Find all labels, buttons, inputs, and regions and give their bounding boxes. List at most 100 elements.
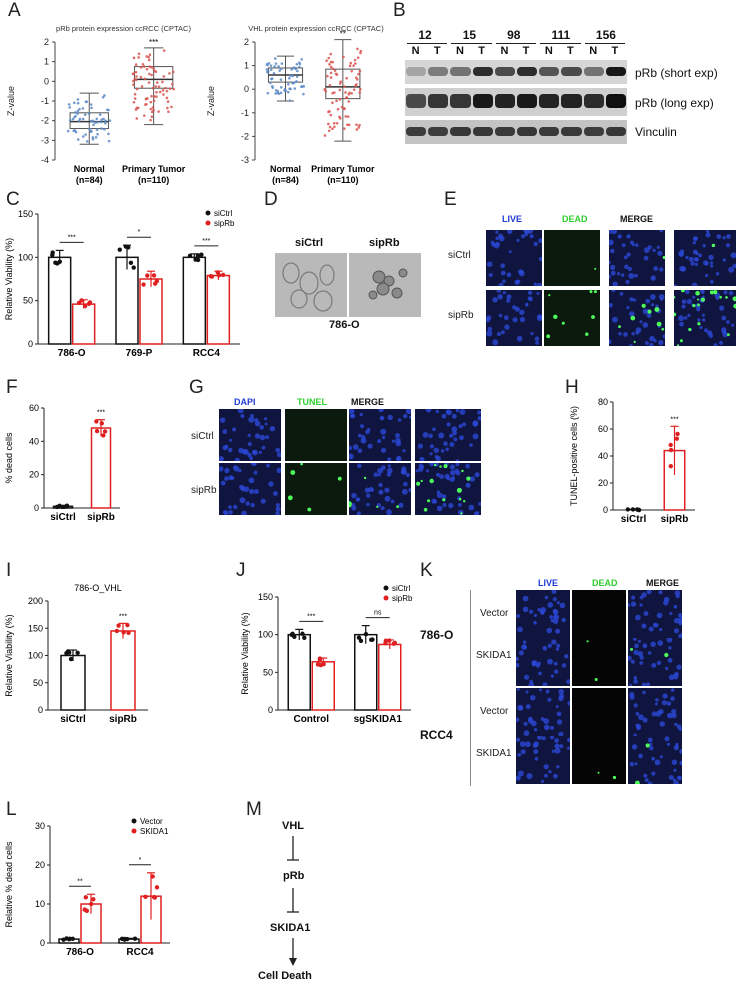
data-point bbox=[329, 113, 333, 117]
y-tick-label: 40 bbox=[598, 451, 608, 461]
lane-label: N bbox=[411, 45, 420, 57]
y-tick-label: -1 bbox=[41, 96, 49, 106]
data-point bbox=[327, 110, 330, 114]
data-point bbox=[154, 278, 160, 284]
data-point bbox=[291, 74, 295, 78]
header-merge-g: MERGE bbox=[351, 397, 385, 407]
blot-band bbox=[605, 67, 626, 76]
data-point bbox=[134, 70, 138, 74]
data-point bbox=[150, 874, 155, 879]
data-point bbox=[95, 128, 99, 132]
data-point bbox=[668, 447, 674, 453]
panel-f-bar-chart: 60 40 20 0 % dead cells siCtrl sipRb *** bbox=[4, 403, 120, 523]
data-point bbox=[147, 55, 150, 59]
data-point bbox=[270, 77, 273, 81]
data-point bbox=[359, 87, 362, 91]
data-point bbox=[290, 68, 293, 71]
group-n: (n=84) bbox=[76, 175, 103, 185]
data-point bbox=[350, 69, 354, 73]
brightfield-sictrl-label: siCtrl bbox=[295, 237, 324, 249]
row-label-rcc4-skida1: SKIDA1 bbox=[476, 748, 512, 759]
y-tick-label: 50 bbox=[23, 296, 33, 306]
data-point bbox=[302, 635, 307, 641]
sample-underline bbox=[540, 43, 581, 44]
data-point bbox=[147, 58, 151, 62]
y-tick-label: 60 bbox=[598, 424, 608, 434]
y-tick-label: 100 bbox=[28, 651, 43, 661]
data-point bbox=[81, 135, 85, 138]
lane-label: N bbox=[500, 45, 509, 57]
data-point bbox=[323, 134, 327, 137]
zoom-image bbox=[415, 463, 481, 515]
data-point bbox=[150, 115, 154, 119]
data-point bbox=[674, 436, 680, 441]
data-point bbox=[145, 55, 148, 58]
bar bbox=[71, 303, 96, 345]
header-dapi: DAPI bbox=[234, 397, 256, 407]
data-point bbox=[131, 265, 136, 270]
bar bbox=[139, 278, 163, 345]
data-point bbox=[165, 89, 169, 93]
blot-band bbox=[517, 67, 538, 76]
data-point bbox=[78, 107, 81, 111]
data-point bbox=[171, 82, 174, 86]
y-tick-label: 1 bbox=[44, 57, 49, 67]
data-point bbox=[72, 129, 76, 133]
blot-band bbox=[583, 67, 604, 76]
significance-label: *** bbox=[97, 410, 105, 417]
merge-image bbox=[609, 290, 665, 346]
zoom-image bbox=[415, 409, 481, 461]
data-point bbox=[340, 105, 344, 109]
data-point bbox=[149, 118, 152, 122]
header-dead: DEAD bbox=[562, 214, 588, 224]
live-image bbox=[516, 638, 570, 686]
row-label-sictrl: siCtrl bbox=[448, 250, 471, 261]
row-label-786o-skida1: SKIDA1 bbox=[476, 650, 512, 661]
x-tick-label: 769-P bbox=[126, 348, 153, 359]
data-point bbox=[346, 123, 349, 127]
blot-band bbox=[517, 94, 538, 108]
y-axis-label: Relative Viability (%) bbox=[4, 238, 14, 320]
panel-label-g: G bbox=[189, 377, 204, 398]
data-point bbox=[348, 64, 352, 68]
data-point bbox=[331, 91, 334, 95]
data-point bbox=[329, 65, 333, 69]
data-point bbox=[354, 84, 357, 88]
data-point bbox=[152, 67, 156, 71]
data-point bbox=[339, 80, 343, 83]
data-point bbox=[154, 85, 158, 88]
data-point bbox=[66, 129, 70, 133]
data-point bbox=[107, 139, 111, 143]
data-point bbox=[358, 123, 361, 127]
data-point bbox=[147, 81, 151, 84]
brightfield-siprb-label: sipRb bbox=[369, 237, 400, 249]
y-tick-label: 0 bbox=[38, 705, 43, 715]
data-point bbox=[271, 86, 275, 89]
y-tick-label: 100 bbox=[258, 630, 273, 640]
data-point bbox=[328, 84, 332, 87]
data-point bbox=[142, 65, 146, 68]
data-point bbox=[625, 507, 631, 512]
data-point bbox=[162, 75, 166, 78]
data-point bbox=[98, 113, 102, 116]
data-point bbox=[630, 507, 636, 512]
data-point bbox=[215, 270, 220, 275]
data-point bbox=[96, 132, 99, 136]
panel-m-pathway: VHL pRb SKIDA1 Cell Death bbox=[250, 820, 370, 985]
data-point bbox=[132, 79, 135, 83]
blot-band bbox=[561, 67, 582, 76]
data-point bbox=[103, 128, 106, 131]
y-tick-label: 0 bbox=[268, 705, 273, 715]
data-point bbox=[278, 69, 281, 72]
blot-band bbox=[583, 127, 604, 136]
data-point bbox=[65, 649, 71, 654]
data-point bbox=[152, 108, 155, 112]
brightfield-sictrl-image bbox=[275, 253, 347, 317]
y-tick-label: 80 bbox=[598, 397, 608, 407]
panel-label-c: C bbox=[6, 189, 20, 210]
group-n: (n=110) bbox=[138, 175, 169, 185]
band-label-prb-long: pRb (long exp) bbox=[635, 96, 714, 110]
live-image bbox=[486, 230, 542, 286]
data-point bbox=[383, 641, 388, 646]
data-point bbox=[267, 61, 271, 65]
